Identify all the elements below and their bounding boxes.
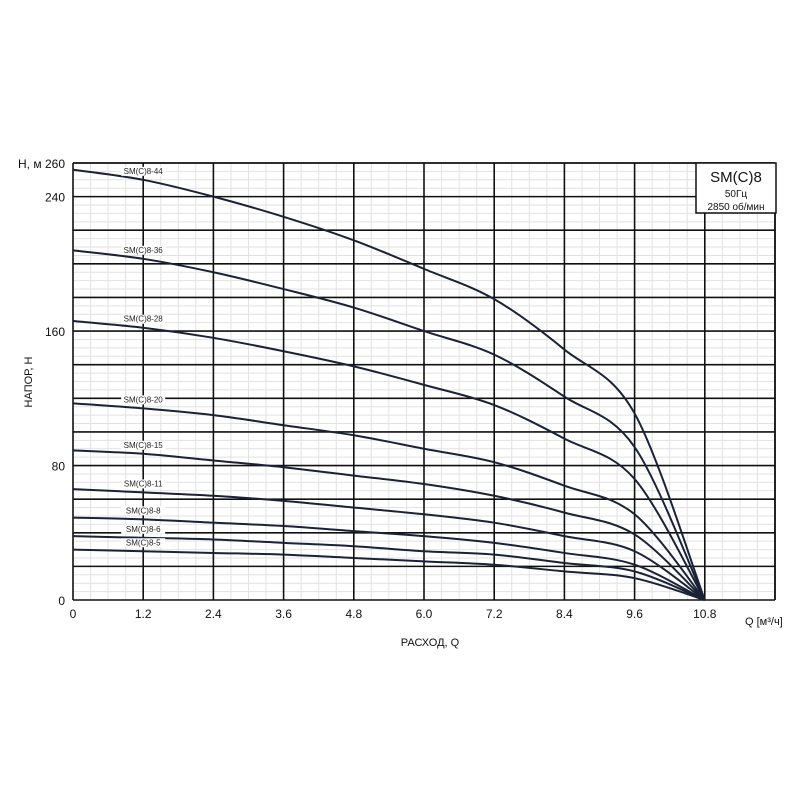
x-tick-label: 0 — [70, 607, 77, 621]
curve-sm-c-8-15 — [72, 449, 706, 601]
curve-sm-c-8-44 — [72, 168, 706, 601]
legend-frequency: 50Гц — [725, 189, 748, 200]
curve-sm-c-8-6 — [72, 535, 706, 601]
y-tick-labels: 0 80 160 240 260 — [45, 157, 65, 608]
y-tick-label: 240 — [45, 191, 65, 205]
series-label: SM(C)8-11 — [124, 479, 163, 488]
series-label: SM(C)8-5 — [126, 538, 161, 547]
series-label-bg — [121, 166, 166, 176]
x-tick-label: 8.4 — [556, 607, 573, 621]
x-tick-label: 10.8 — [693, 607, 717, 621]
series-label: SM(C)8-6 — [126, 525, 161, 534]
x-unit-label: Q [м³/ч] — [745, 616, 783, 628]
x-tick-label: 6.0 — [416, 607, 433, 621]
x-tick-label: 3.6 — [275, 607, 292, 621]
y-tick-label: 160 — [45, 325, 65, 339]
x-tick-label: 4.8 — [345, 607, 362, 621]
curve-sm-c-8-5 — [72, 548, 706, 601]
series-label-bg — [121, 538, 166, 548]
series-labels: SM(C)8-44 SM(C)8-36 SM(C)8-28 SM(C)8-20 SM(C… — [121, 166, 166, 548]
y-axis-label: НАПОР, Н — [23, 356, 35, 407]
y-unit-label: Н, м — [18, 157, 42, 171]
legend-speed: 2850 об/мин — [707, 201, 764, 213]
x-tick-labels: 0 1.2 2.4 3.6 4.8 6.0 7.2 8.4 9.6 10.8 — [70, 607, 717, 621]
y-tick-label: 0 — [58, 594, 65, 608]
series-label-bg — [121, 524, 166, 534]
series-label: SM(C)8-20 — [124, 395, 164, 404]
series-label-bg — [121, 440, 166, 450]
series-label-bg — [121, 245, 166, 255]
major-grid — [72, 162, 776, 601]
x-tick-label: 2.4 — [205, 607, 222, 621]
curve-sm-c-8-20 — [72, 402, 706, 601]
x-tick-label: 7.2 — [486, 607, 503, 621]
series-label-bg — [121, 314, 166, 324]
series-label: SM(C)8-8 — [126, 506, 161, 515]
series-label-bg — [121, 395, 166, 405]
x-axis-label: РАСХОД, Q — [401, 637, 460, 649]
y-tick-label: 80 — [52, 460, 66, 474]
curve-sm-c-8-36 — [72, 249, 706, 601]
legend-box: SM(C)8 50Гц 2850 об/мин — [695, 162, 777, 214]
series-label: SM(C)8-36 — [124, 246, 164, 255]
y-tick-label: 260 — [45, 157, 65, 171]
x-tick-label: 9.6 — [626, 607, 643, 621]
series-label-bg — [121, 506, 166, 516]
series-label: SM(C)8-15 — [124, 441, 164, 450]
series-label: SM(C)8-28 — [124, 315, 164, 324]
curves — [72, 168, 706, 601]
legend-model: SM(C)8 — [710, 169, 762, 186]
curve-sm-c-8-8 — [72, 516, 706, 601]
curve-sm-c-8-11 — [72, 488, 706, 601]
x-tick-label: 1.2 — [135, 607, 152, 621]
curve-sm-c-8-28 — [72, 319, 706, 601]
series-label: SM(C)8-44 — [124, 167, 164, 176]
series-label-bg — [121, 479, 166, 489]
